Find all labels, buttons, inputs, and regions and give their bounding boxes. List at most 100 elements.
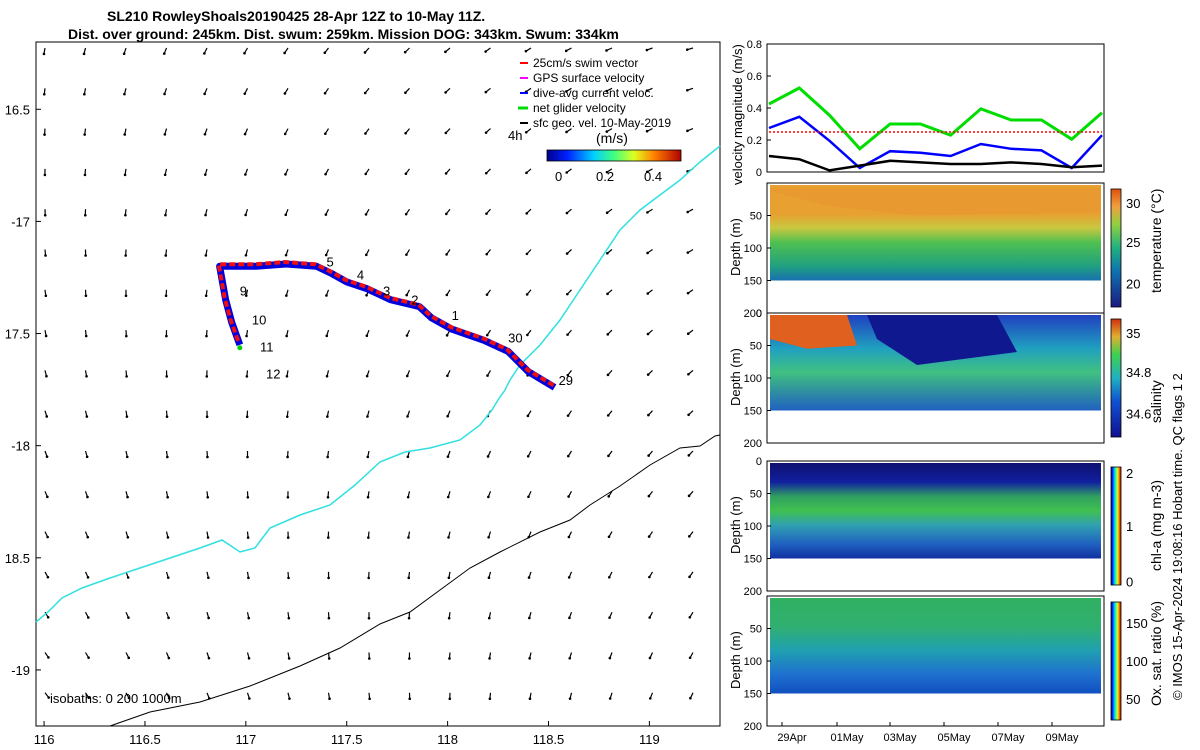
velocity-arrow-head bbox=[687, 494, 691, 498]
salinity-y-tick-label: 200 bbox=[744, 438, 762, 450]
day-label: 29 bbox=[559, 373, 573, 388]
velocity-arrow-head bbox=[527, 495, 530, 499]
temperature-colorbar-tick: 20 bbox=[1126, 276, 1140, 291]
velocity-arrow-head bbox=[323, 91, 327, 95]
velocity-arrow-head bbox=[283, 51, 286, 55]
velocity-arrow-head bbox=[207, 656, 211, 660]
salinity-colorbar bbox=[1110, 318, 1122, 438]
velocity-arrow-head bbox=[246, 536, 250, 539]
velocity-arrow-head bbox=[645, 48, 649, 52]
day-label: 3 bbox=[383, 283, 390, 298]
velocity-y-ticks: 0.8 0.6 0.4 0.2 0 bbox=[747, 39, 771, 179]
velocity-arrow-head bbox=[325, 374, 329, 378]
day-label: 4 bbox=[357, 268, 364, 283]
oxygen-colorbar bbox=[1110, 601, 1122, 721]
velocity-arrow-head bbox=[166, 536, 170, 539]
velocity-arrow-head bbox=[686, 129, 689, 133]
velocity-arrow-head bbox=[366, 495, 370, 499]
velocity-arrow-head bbox=[605, 49, 608, 52]
velocity-arrow-head bbox=[648, 616, 651, 619]
velocity-arrow-head bbox=[405, 334, 409, 337]
velocity-arrow-head bbox=[364, 213, 368, 216]
velocity-arrow-head bbox=[248, 697, 251, 700]
velocity-arrow-head bbox=[167, 696, 171, 700]
salinity-colorbar-label: salinity bbox=[1148, 380, 1164, 423]
velocity-arrow-head bbox=[84, 254, 87, 257]
velocity-y-tick-label: 0.4 bbox=[747, 103, 762, 115]
velocity-arrow-head bbox=[408, 657, 411, 660]
time-tick-label: 03May bbox=[883, 732, 917, 744]
velocity-arrow-head bbox=[606, 373, 610, 377]
velocity-series-dive-avg bbox=[768, 115, 1103, 170]
velocity-arrow-head bbox=[164, 294, 168, 298]
velocity-arrow-head bbox=[605, 170, 609, 174]
salinity-y-tick-label: 150 bbox=[744, 406, 762, 418]
velocity-arrow-head bbox=[83, 213, 87, 217]
velocity-arrow-head bbox=[487, 536, 490, 539]
velocity-arrow-head bbox=[125, 415, 129, 418]
velocity-arrow-head bbox=[485, 212, 488, 215]
velocity-arrow-head bbox=[285, 375, 289, 378]
velocity-arrow-head bbox=[448, 697, 452, 701]
velocity-arrow-head bbox=[368, 697, 371, 701]
velocity-arrow-head bbox=[445, 253, 448, 256]
velocity-arrow-head bbox=[165, 375, 169, 378]
velocity-y-tick-label: 0.2 bbox=[747, 135, 762, 147]
velocity-arrow-head bbox=[363, 91, 367, 95]
velocity-arrow-head bbox=[365, 374, 369, 378]
velocity-arrow-head bbox=[647, 454, 650, 457]
temperature-y-tick-label: 200 bbox=[744, 308, 762, 320]
svg-text:sfc geo. vel. 10-May-2019: sfc geo. vel. 10-May-2019 bbox=[533, 116, 671, 130]
velocity-arrow-head bbox=[84, 294, 88, 298]
velocity-arrow-head bbox=[647, 494, 651, 498]
velocity-arrow-head bbox=[446, 374, 449, 378]
velocity-arrow-head bbox=[167, 616, 170, 620]
velocity-arrow-head bbox=[405, 293, 408, 297]
velocity-arrow-head bbox=[86, 535, 90, 539]
legend-sfc-geo-velocity: sfc geo. vel. 10-May-2019 bbox=[520, 116, 671, 130]
velocity-arrow-head bbox=[44, 294, 48, 298]
velocity-arrow-head bbox=[44, 334, 48, 338]
velocity-arrow-head bbox=[244, 294, 248, 297]
velocity-arrow-head bbox=[247, 616, 251, 620]
chla-colorbar-label: chl-a (mg m-3) bbox=[1148, 480, 1164, 571]
salinity-colorbar-tick: 34.6 bbox=[1126, 406, 1151, 421]
velocity-arrow-head bbox=[43, 173, 47, 177]
velocity-arrow-head bbox=[83, 92, 86, 96]
velocity-arrow-head bbox=[163, 92, 166, 96]
svg-text:dive-avg current veloc.: dive-avg current veloc. bbox=[533, 86, 654, 100]
velocity-arrow-head bbox=[528, 657, 531, 660]
velocity-arrow-head bbox=[645, 129, 649, 133]
velocity-arrow-head bbox=[566, 292, 569, 296]
velocity-arrow-head bbox=[646, 373, 650, 376]
salinity-y-tick-label: 50 bbox=[750, 341, 762, 353]
legend-gps-velocity: GPS surface velocity bbox=[520, 71, 644, 85]
velocity-arrow-head bbox=[564, 49, 568, 53]
velocity-arrow-head bbox=[488, 657, 491, 660]
temperature-y-tick-label: 150 bbox=[744, 276, 762, 288]
velocity-arrow-head bbox=[328, 697, 331, 701]
chla-colorbar-tick: 2 bbox=[1126, 466, 1133, 481]
velocity-arrow-head bbox=[444, 91, 447, 94]
velocity-arrow-head bbox=[407, 616, 411, 620]
title-line-1: SL210 RowleyShoals20190425 28-Apr 12Z to… bbox=[107, 8, 486, 24]
map-x-tick-label: 117 bbox=[235, 732, 256, 747]
velocity-arrow-head bbox=[645, 89, 649, 92]
velocity-arrow-head bbox=[87, 656, 90, 659]
velocity-arrow-head bbox=[46, 575, 50, 579]
svg-text:net glider velocity: net glider velocity bbox=[533, 101, 626, 115]
velocity-arrow-head bbox=[688, 535, 691, 538]
velocity-arrow-head bbox=[406, 415, 409, 418]
velocity-arrow-head bbox=[688, 575, 691, 579]
velocity-arrow-head bbox=[47, 696, 50, 699]
velocity-arrow-head bbox=[122, 52, 126, 56]
velocity-arrow-head bbox=[606, 414, 610, 417]
salinity-colorbar-tick: 35 bbox=[1126, 326, 1140, 341]
velocity-arrow-head bbox=[125, 375, 128, 378]
time-tick-label: 05May bbox=[937, 732, 971, 744]
velocity-arrow-head bbox=[166, 495, 169, 499]
velocity-arrow-head bbox=[166, 576, 170, 579]
map-y-ticks: 16.5 -17 17.5 -18 18.5 -19 bbox=[5, 102, 41, 678]
velocity-arrow-head bbox=[607, 575, 611, 579]
